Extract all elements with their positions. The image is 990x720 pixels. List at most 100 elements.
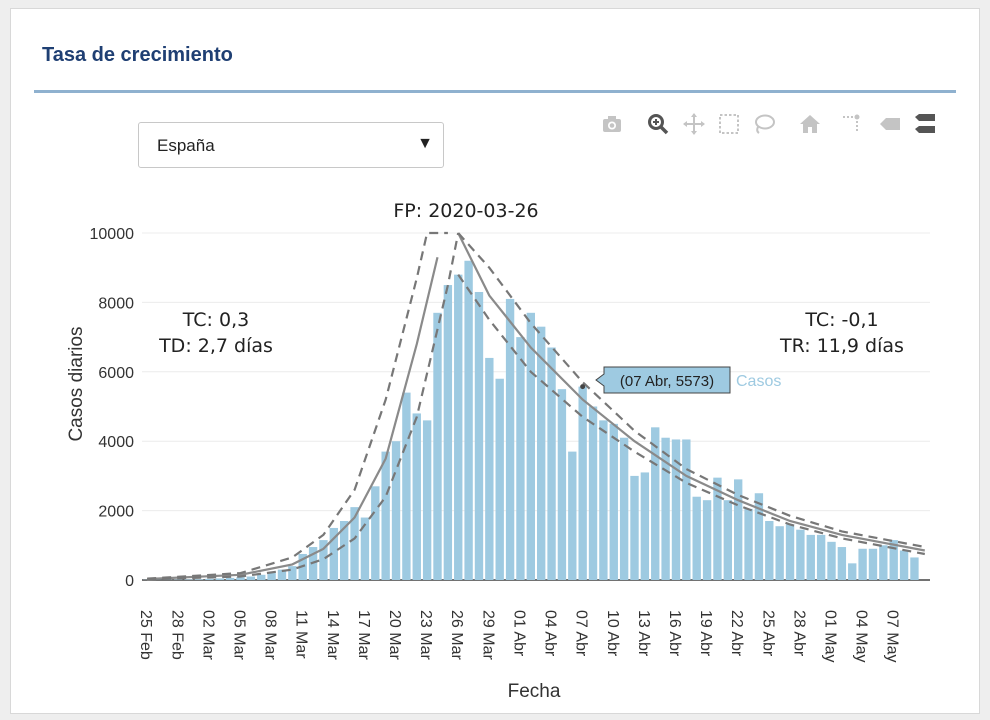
x-tick-label: 25 Abr xyxy=(759,610,776,657)
x-tick-label: 07 Abr xyxy=(573,610,590,657)
zoom-icon[interactable] xyxy=(646,112,670,136)
y-tick-label: 0 xyxy=(125,573,134,590)
bar xyxy=(775,526,784,580)
left-tc-annotation: TC: 0,3 xyxy=(182,309,249,331)
bar xyxy=(526,312,535,580)
x-tick-label: 07 May xyxy=(884,610,901,662)
pan-icon[interactable] xyxy=(682,112,706,136)
bar xyxy=(246,576,256,580)
y-tick-label: 8000 xyxy=(98,295,134,312)
fit-line-growth-lower xyxy=(147,232,460,581)
lasso-select-icon[interactable] xyxy=(752,112,776,136)
bar xyxy=(454,274,463,580)
x-tick-label: 01 May xyxy=(822,610,839,662)
tooltip-anchor xyxy=(580,384,586,390)
x-tick-label: 11 Mar xyxy=(293,610,310,659)
bar xyxy=(879,545,888,580)
bar xyxy=(443,285,453,580)
x-tick-label: 29 Mar xyxy=(479,610,496,660)
spike-lines-icon[interactable] xyxy=(840,112,864,136)
bar xyxy=(495,378,504,580)
bar xyxy=(816,534,826,580)
bar xyxy=(215,578,224,580)
bar xyxy=(464,260,473,580)
bars xyxy=(143,260,919,580)
fit-line-growth-fit xyxy=(147,257,439,581)
bar xyxy=(422,420,432,580)
right-tc-annotation: TC: -0,1 xyxy=(804,309,878,331)
y-tick-label: 2000 xyxy=(98,504,134,521)
bar xyxy=(806,534,815,580)
y-tick-label: 6000 xyxy=(98,365,134,382)
bar xyxy=(599,420,608,580)
bar xyxy=(568,451,577,580)
x-tick-label: 20 Mar xyxy=(386,610,403,660)
bar xyxy=(537,326,546,580)
x-tick-label: 04 May xyxy=(853,610,870,662)
bar xyxy=(557,389,567,580)
bar xyxy=(723,500,732,580)
country-select-value: España xyxy=(157,136,215,155)
bar xyxy=(319,540,328,580)
x-tick-label: 26 Mar xyxy=(448,610,465,660)
x-axis-title: Fecha xyxy=(508,681,561,702)
bar xyxy=(837,547,847,580)
fit-line-decay-lower xyxy=(457,273,926,556)
bar xyxy=(516,337,525,580)
bar xyxy=(889,540,898,580)
hover-tooltip: (07 Abr, 5573) Casos xyxy=(580,366,781,394)
bar xyxy=(858,548,867,580)
bar xyxy=(350,507,359,580)
box-select-icon[interactable] xyxy=(717,112,741,136)
bar xyxy=(340,521,349,580)
bar xyxy=(371,486,380,580)
bar xyxy=(651,427,660,580)
bar xyxy=(288,566,297,580)
x-tick-label: 02 Mar xyxy=(199,610,216,660)
bar xyxy=(661,437,670,580)
bar xyxy=(277,569,287,580)
bar xyxy=(640,472,650,580)
x-tick-label: 28 Feb xyxy=(168,610,185,660)
home-icon[interactable] xyxy=(798,112,822,136)
bar xyxy=(547,347,556,580)
x-tick-label: 10 Abr xyxy=(604,610,621,657)
bar xyxy=(868,548,878,580)
bar xyxy=(485,357,494,580)
hover-closest-icon[interactable] xyxy=(878,112,902,136)
x-tick-label: 23 Mar xyxy=(417,610,434,660)
y-tick-label: 10000 xyxy=(90,226,135,243)
bar xyxy=(702,500,712,580)
country-select[interactable]: España ▼ xyxy=(138,122,444,168)
bar xyxy=(910,557,919,580)
bar xyxy=(505,298,515,580)
bar xyxy=(588,406,598,580)
hover-compare-icon[interactable] xyxy=(912,112,936,136)
bar xyxy=(692,496,701,580)
bar xyxy=(474,291,484,580)
x-tick-label: 17 Mar xyxy=(355,610,372,660)
y-tick-label: 4000 xyxy=(98,434,134,451)
bar xyxy=(194,579,204,580)
left-td-annotation: TD: 2,7 días xyxy=(158,335,273,357)
bar xyxy=(619,437,629,580)
bar xyxy=(827,541,836,580)
bar xyxy=(360,517,370,580)
bar xyxy=(713,477,722,580)
bar xyxy=(236,577,245,580)
bar xyxy=(765,521,774,580)
bar xyxy=(671,439,681,580)
bar xyxy=(848,563,857,580)
bar xyxy=(433,312,442,580)
bar xyxy=(184,579,193,580)
bar xyxy=(754,493,764,580)
y-axis-title: Casos diarios xyxy=(66,326,87,441)
x-tick-label: 13 Abr xyxy=(635,610,652,657)
bar xyxy=(412,413,421,580)
x-tick-label: 14 Mar xyxy=(324,610,341,660)
camera-icon[interactable] xyxy=(600,112,624,136)
fit-line-decay-fit xyxy=(457,232,926,552)
bar xyxy=(609,423,618,580)
bar xyxy=(257,574,266,580)
